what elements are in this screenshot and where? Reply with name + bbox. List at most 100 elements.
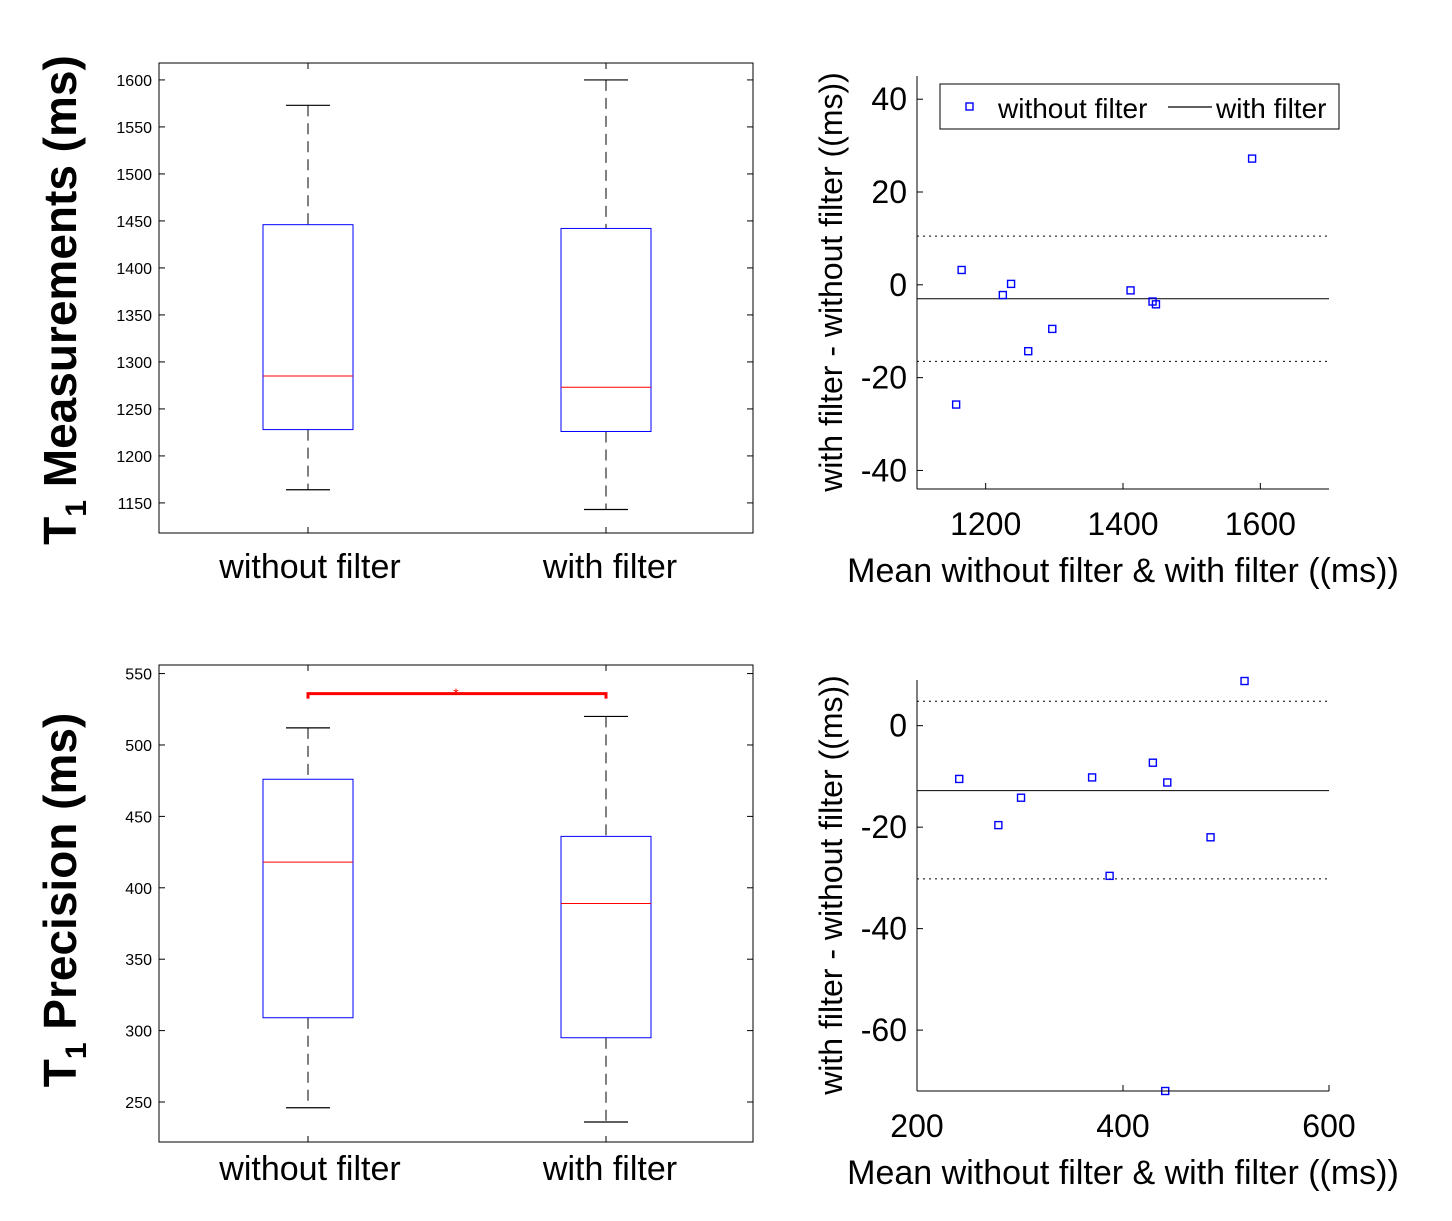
data-point [1163,778,1172,787]
y-tick-label: -20 [861,360,907,396]
y-tick-label: -40 [861,911,907,947]
y-axis-label: with filter - without filter ((ms)) [813,72,849,493]
x-tick-label: 600 [1302,1108,1355,1144]
y-tick-label: 20 [871,174,907,210]
mean-and-limit-lines [917,235,1329,362]
category-label-without-filter: without filter [218,1150,400,1188]
y-tick-label: -20 [861,809,907,845]
x-axis-ticks: 1200 1400 1600 [950,483,1296,542]
y-axis-ticks: 1150 1200 1250 1300 1350 1400 1450 1500 1550 1600 [116,73,753,513]
y-tick-label: 1200 [116,449,152,466]
data-point [1240,676,1249,686]
data-point [1148,758,1158,767]
plot-area-border [158,62,754,534]
legend: without filter with filter [939,83,1340,130]
y-axis-label-main: T [34,517,86,545]
box-plot-measurements: 1150 1200 1250 1300 1350 1400 1450 1500 1550 1600… [34,55,754,586]
data-point [998,290,1008,300]
x-tick-label: 400 [1096,1108,1149,1144]
y-axis-ticks: -40 -20 0 20 40 [861,81,923,488]
data-point [1126,286,1135,295]
y-tick-label: 1400 [116,261,152,278]
data-point [1024,346,1033,356]
y-tick-label: 400 [125,881,152,898]
y-tick-label: 250 [125,1095,152,1112]
y-tick-label: 1300 [116,355,152,372]
box-plot-precision: 250 300 350 400 450 500 550 * without filter w… [34,664,754,1188]
data-point [1016,793,1026,802]
data-point [1206,833,1215,842]
x-tick-label: 200 [890,1108,943,1144]
scatter-points [951,154,1257,409]
y-axis-label: with filter - without filter ((ms)) [813,675,849,1096]
y-tick-label: 1250 [116,402,152,419]
legend-box [939,83,1340,130]
data-point [1048,324,1057,334]
y-tick-label: 500 [125,738,152,755]
box-0 [262,63,354,533]
legend-marker-icon [965,102,974,111]
box-1 [560,665,652,1142]
data-point [1151,300,1161,309]
y-tick-label: 1550 [116,120,152,137]
bland-altman-measurements: -40 -20 0 20 40 1200 1400 1600 Mean without fi… [813,72,1399,590]
y-axis-ticks: 250 300 350 400 450 500 550 [125,667,753,1112]
box-iqr [560,227,652,432]
data-point [1105,871,1114,881]
box-0 [262,665,354,1142]
boxes [262,63,652,533]
y-tick-label: 450 [125,809,152,826]
x-tick-label: 1400 [1087,506,1158,542]
y-axis-ticks: -60 -40 -20 0 [861,708,923,1048]
y-tick-label: -40 [861,452,907,488]
category-label-with-filter: with filter [542,548,677,586]
y-tick-label: 40 [871,81,907,117]
y-axis-label: T1 Measurements (ms) [34,55,93,545]
y-tick-label: 0 [889,267,907,303]
y-tick-label: 550 [125,667,152,684]
data-point [957,265,966,275]
data-point [1006,279,1016,289]
bland-altman-precision: -60 -40 -20 0 200 400 600 Mean without filter… [813,675,1399,1192]
y-axis-label-main: T [34,1059,86,1087]
significance-bracket: * [306,685,608,701]
y-axis-label-subscript: 1 [60,500,93,517]
data-point [1087,773,1097,782]
box-1 [560,63,652,533]
box-iqr [560,835,652,1039]
y-axis-label-rest: Measurements (ms) [34,55,86,500]
x-axis-label: Mean without filter & with filter ((ms)) [847,552,1399,590]
x-axis-label: Mean without filter & with filter ((ms)) [847,1154,1399,1192]
significance-line [306,692,608,699]
y-tick-label: 1500 [116,167,152,184]
x-axis-ticks: 200 400 600 [890,1085,1356,1144]
y-axis-label: T1 Precision (ms) [34,713,93,1088]
plot-area-border [158,664,754,1143]
y-tick-label: 1600 [116,73,152,90]
data-point [955,774,964,784]
legend-label-with-filter: with filter [1215,93,1326,124]
legend-label-without-filter: without filter [997,93,1147,124]
category-label-with-filter: with filter [542,1150,677,1188]
y-tick-label: 1450 [116,214,152,231]
y-tick-label: 350 [125,952,152,969]
y-tick-label: 1150 [118,496,153,513]
y-axis-label-subscript: 1 [60,1042,93,1059]
y-tick-label: 1350 [116,308,152,325]
y-tick-label: 300 [125,1024,152,1041]
box-iqr [262,778,354,1019]
data-point [951,400,961,409]
boxes [262,665,652,1142]
y-tick-label: 0 [889,708,907,744]
scatter-points [955,676,1249,1096]
y-tick-label: -60 [861,1012,907,1048]
box-iqr [262,224,354,431]
category-label-without-filter: without filter [218,548,400,586]
mean-and-limit-lines [917,700,1329,880]
x-tick-label: 1600 [1225,506,1296,542]
x-tick-label: 1200 [950,506,1021,542]
data-point [1247,154,1257,163]
data-point [994,820,1003,830]
y-axis-label-rest: Precision (ms) [34,713,86,1043]
